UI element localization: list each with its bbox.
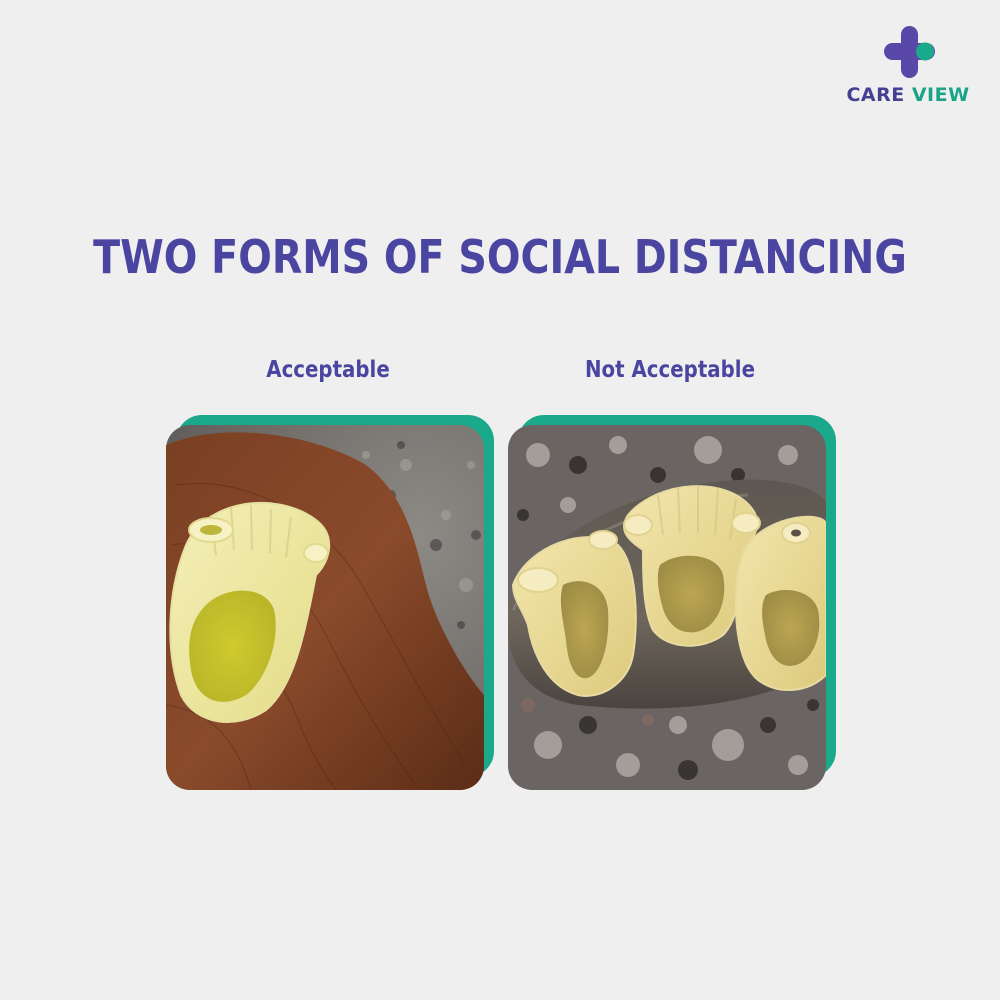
caption-acceptable: Acceptable xyxy=(266,357,390,383)
photo-single-pasta xyxy=(166,425,484,790)
logo-word-care: CARE xyxy=(846,84,905,106)
logo-wordmark: CARE VIEW xyxy=(840,84,976,106)
medical-cross-icon xyxy=(884,26,935,78)
logo-word-view: VIEW xyxy=(911,84,970,106)
page-title: TWO FORMS OF SOCIAL DISTANCING xyxy=(93,230,907,284)
photo-three-pasta xyxy=(508,425,826,790)
panel-acceptable xyxy=(166,415,496,790)
photo-three-pasta-illustration xyxy=(508,425,826,790)
caption-not-acceptable: Not Acceptable xyxy=(585,357,755,383)
photo-single-pasta-illustration xyxy=(166,425,484,790)
care-view-logo: CARE VIEW xyxy=(840,24,980,108)
panel-not-acceptable xyxy=(508,415,838,790)
